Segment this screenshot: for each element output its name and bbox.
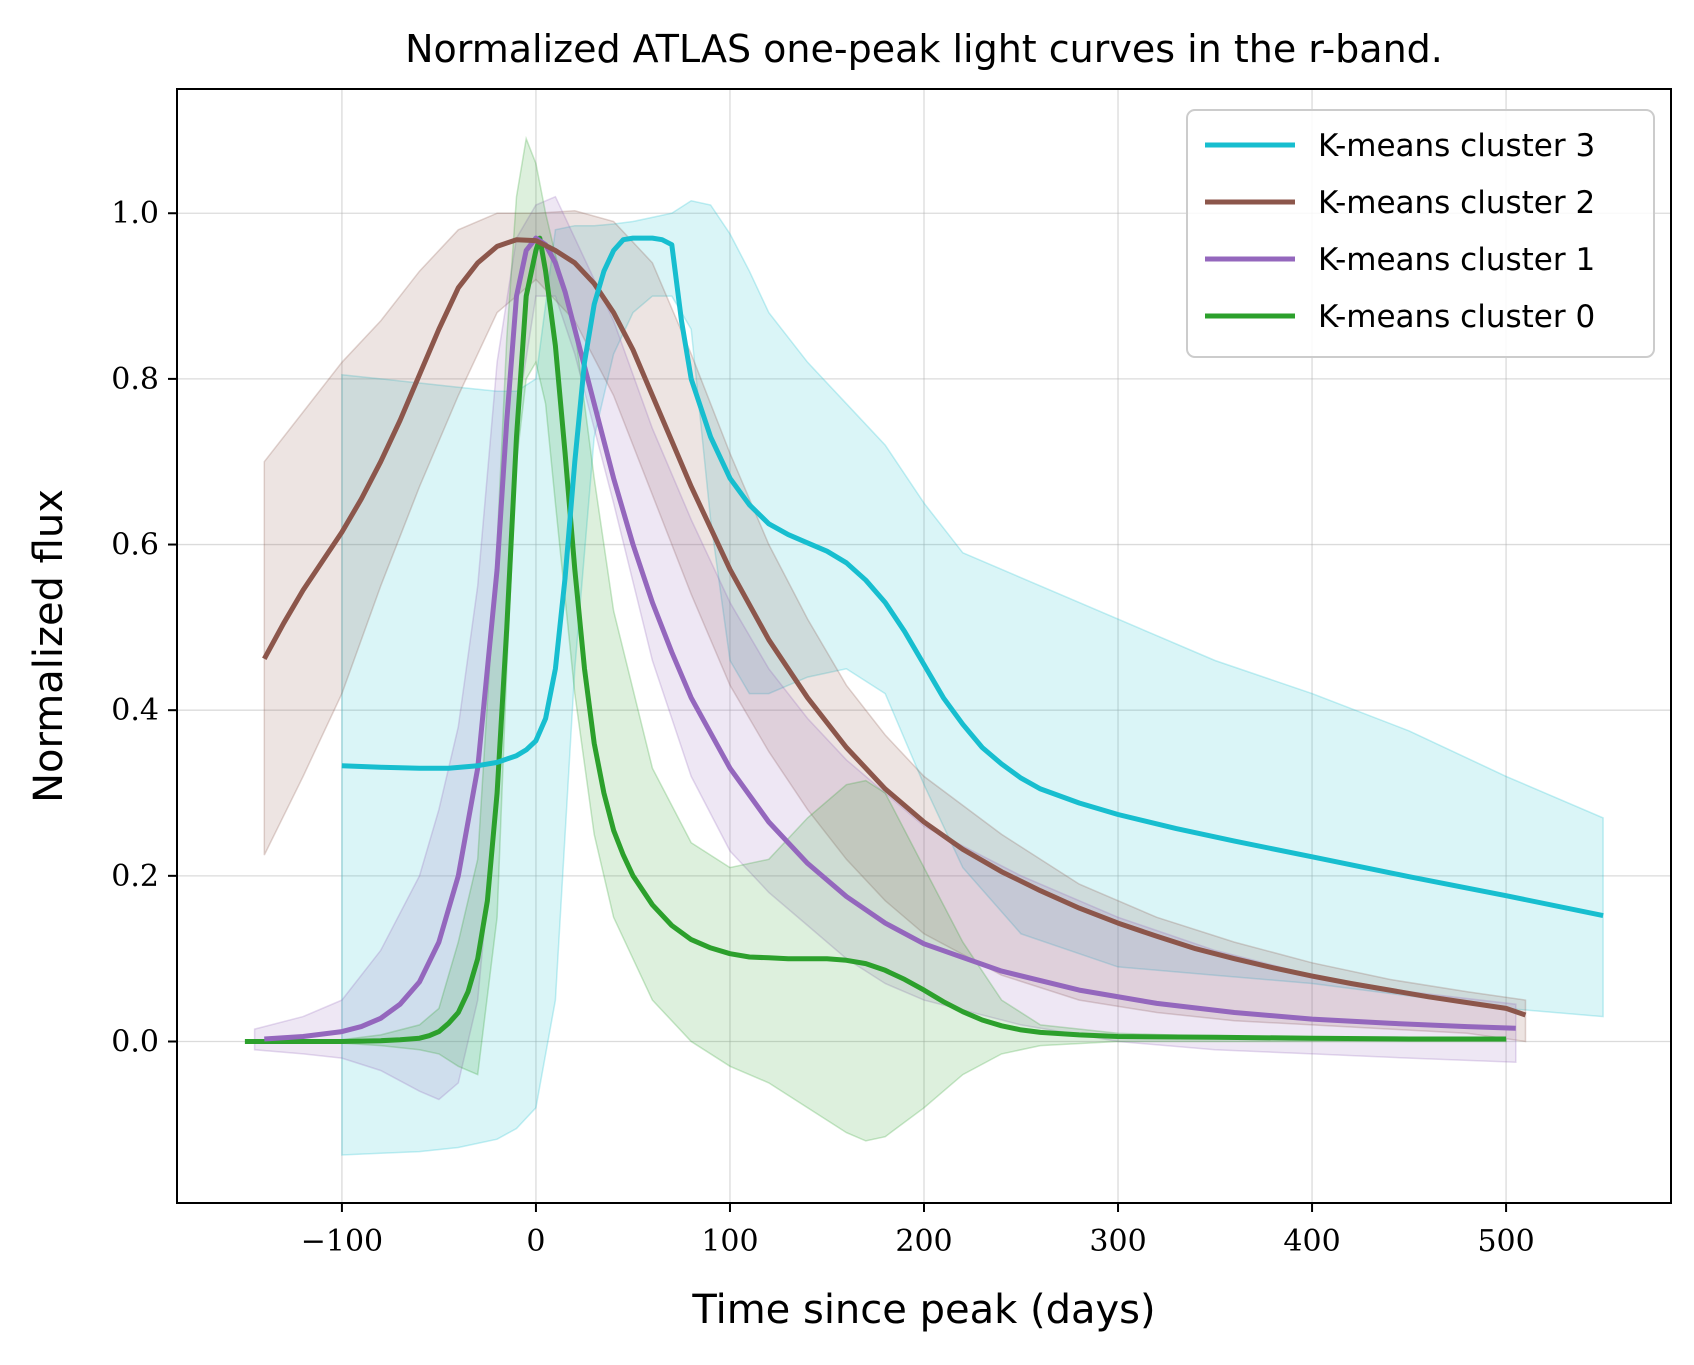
y-tick-label: 0.6 — [111, 528, 159, 563]
legend-entry-label: K-means cluster 1 — [1318, 242, 1595, 278]
legend-box — [1186, 109, 1655, 358]
y-tick-label: 0.8 — [111, 362, 159, 397]
series-line — [341, 235, 1604, 919]
x-tick-label: 100 — [701, 1224, 758, 1259]
x-tick-label: 200 — [895, 1224, 952, 1259]
x-tick-label: 500 — [1477, 1224, 1534, 1259]
x-axis-ticks: −100 0 100 200 300 400 500 — [301, 1203, 1535, 1259]
series-lines — [244, 235, 1604, 1044]
y-tick-label: 0.2 — [111, 859, 159, 894]
legend-entry-label: K-means cluster 2 — [1318, 185, 1595, 221]
series-line — [244, 235, 1507, 1044]
x-tick-label: 400 — [1283, 1224, 1340, 1259]
series-line — [264, 235, 1516, 1042]
series-line — [262, 237, 1527, 1018]
x-tick-label: 0 — [526, 1224, 545, 1259]
legend-entry-label: K-means cluster 3 — [1318, 128, 1595, 164]
chart-title: Normalized ATLAS one-peak light curves i… — [405, 27, 1443, 71]
x-axis-label: Time since peak (days) — [691, 1287, 1155, 1333]
confidence-band — [263, 210, 1527, 1043]
y-tick-label: 0.0 — [111, 1024, 159, 1059]
y-tick-label: 1.0 — [111, 196, 159, 231]
y-axis-label: Normalized flux — [26, 489, 72, 803]
y-axis-ticks: 0.0 0.2 0.4 0.6 0.8 1.0 — [111, 196, 177, 1059]
x-tick-label: −100 — [301, 1224, 383, 1259]
legend-entry-label: K-means cluster 0 — [1318, 299, 1595, 335]
legend: K-means cluster 3 K-means cluster 2 K-mean… — [1186, 109, 1655, 358]
confidence-band — [341, 200, 1604, 1156]
x-tick-label: 300 — [1089, 1224, 1146, 1259]
y-tick-label: 0.4 — [111, 693, 159, 728]
